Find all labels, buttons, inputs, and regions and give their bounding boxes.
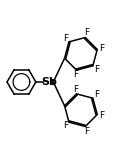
- Text: F: F: [84, 28, 89, 37]
- Text: F: F: [99, 111, 104, 120]
- Text: F: F: [63, 34, 68, 43]
- Text: F: F: [84, 127, 89, 136]
- Text: F: F: [99, 44, 104, 53]
- Text: F: F: [73, 70, 78, 79]
- Text: F: F: [94, 90, 99, 99]
- Text: F: F: [94, 65, 99, 74]
- Text: F: F: [63, 121, 68, 130]
- Text: F: F: [73, 85, 78, 94]
- Text: Sb: Sb: [41, 77, 57, 87]
